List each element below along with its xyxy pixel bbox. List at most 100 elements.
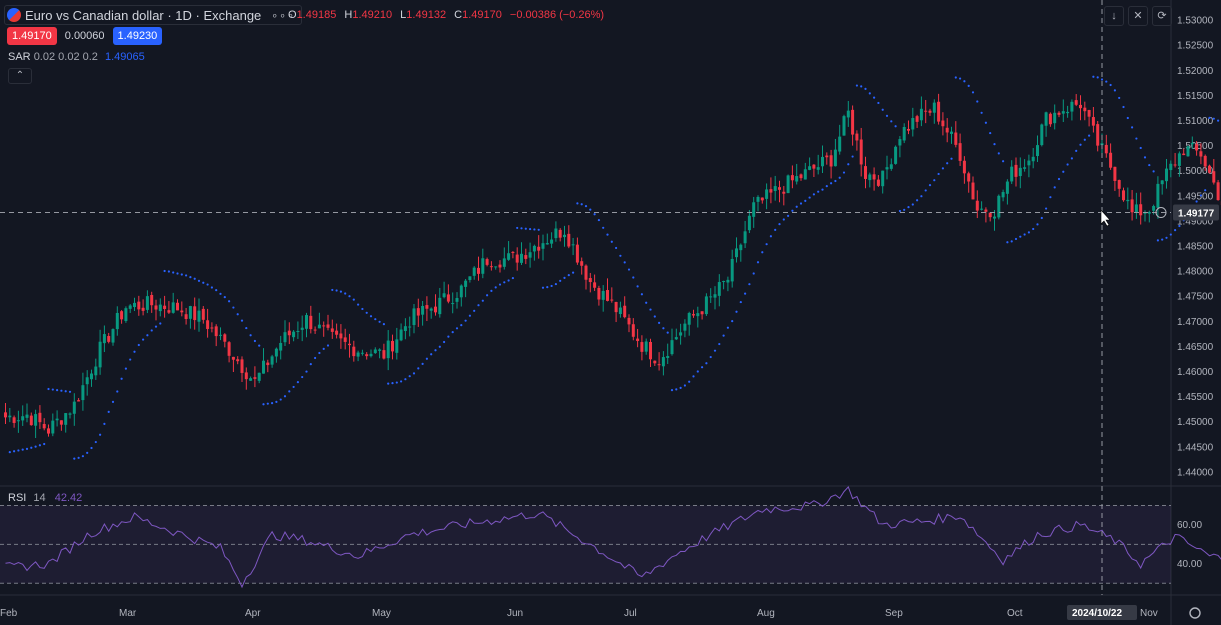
sar-dot xyxy=(701,366,704,369)
sar-dot xyxy=(946,162,949,165)
sar-dot xyxy=(1002,160,1005,163)
sar-dot xyxy=(576,202,579,205)
sar-dot xyxy=(791,209,794,212)
candle xyxy=(1212,171,1216,183)
candle xyxy=(1027,160,1031,166)
sar-dot xyxy=(240,319,244,322)
candle xyxy=(502,258,506,267)
candle xyxy=(253,377,257,379)
candle xyxy=(403,326,407,332)
candle xyxy=(438,297,442,315)
candle xyxy=(1165,168,1168,182)
time-tick-label: Jul xyxy=(624,608,637,619)
candle xyxy=(1173,164,1177,166)
sar-dot xyxy=(976,100,979,103)
candle xyxy=(107,336,111,342)
candles-group xyxy=(4,93,1221,438)
time-tick-label: Mar xyxy=(119,608,137,619)
move-down-icon[interactable]: ↓ xyxy=(1104,6,1124,26)
candle xyxy=(249,378,253,381)
sar-dot xyxy=(645,301,648,304)
sar-dot xyxy=(615,246,618,250)
sar-dot xyxy=(670,388,674,392)
sar-dot xyxy=(103,422,106,425)
sar-dot xyxy=(1023,233,1026,236)
sell-button[interactable]: 1.49170 xyxy=(7,27,57,45)
sar-dot xyxy=(124,367,127,370)
sar-dot xyxy=(593,213,596,216)
sar-dot xyxy=(185,274,188,277)
candle xyxy=(765,189,769,199)
candle xyxy=(494,266,498,268)
candle xyxy=(287,330,291,336)
candle xyxy=(395,339,399,353)
candle xyxy=(180,310,184,313)
candle xyxy=(739,244,743,251)
candle xyxy=(442,293,446,298)
candle xyxy=(1117,180,1121,189)
sar-dot xyxy=(898,209,902,213)
sar-dot xyxy=(253,339,256,343)
sar-dot xyxy=(335,289,338,292)
sar-dot xyxy=(584,205,588,208)
candle xyxy=(25,414,29,418)
candle xyxy=(16,420,20,422)
candle xyxy=(498,264,502,268)
rsi-legend[interactable]: RSI 14 42.42 xyxy=(8,492,82,504)
candle xyxy=(339,333,343,339)
candle xyxy=(408,326,412,328)
candle xyxy=(1195,144,1199,151)
time-tick-label: May xyxy=(372,608,391,619)
sar-dot xyxy=(13,450,16,453)
candle xyxy=(1001,192,1005,198)
sar-dot xyxy=(705,362,708,365)
candle xyxy=(184,314,188,319)
candle xyxy=(1216,182,1220,201)
candle xyxy=(971,182,975,200)
sar-dot xyxy=(236,313,239,316)
collapse-legend-button[interactable]: ⌃ xyxy=(8,68,32,84)
high-value: 1.49210 xyxy=(352,9,393,21)
candle xyxy=(679,332,683,336)
collapse-pane-icon[interactable]: ✕ xyxy=(1128,6,1148,26)
sar-dot xyxy=(924,189,927,192)
candle xyxy=(769,189,773,193)
sar-dot xyxy=(920,195,923,198)
candle xyxy=(558,229,562,238)
candle xyxy=(446,294,450,302)
sar-dot xyxy=(477,304,480,307)
symbol-title-box[interactable]: Euro vs Canadian dollar · 1D · Exchange … xyxy=(4,5,302,25)
sar-dot xyxy=(305,370,308,373)
more-options-icon[interactable]: ∘∘∘ xyxy=(271,9,295,22)
price-tick-label: 1.52500 xyxy=(1177,41,1214,52)
sar-dot xyxy=(99,433,102,436)
sar-dot xyxy=(817,190,820,193)
buy-button[interactable]: 1.49230 xyxy=(112,27,163,45)
candle xyxy=(747,215,751,231)
candle xyxy=(821,156,824,167)
candle xyxy=(55,418,59,421)
sar-dot xyxy=(391,381,394,385)
candle xyxy=(489,266,493,268)
candle xyxy=(851,109,855,135)
candle xyxy=(631,324,635,337)
sar-dot xyxy=(683,384,687,387)
sar-dot xyxy=(726,326,730,329)
sar-dot xyxy=(885,114,889,117)
sar-dot xyxy=(619,254,622,257)
candle xyxy=(846,110,850,118)
candle xyxy=(244,372,248,380)
sar-dot xyxy=(541,286,545,289)
pane-controls: ↓ ✕ ⟳ xyxy=(1104,6,1172,26)
candle xyxy=(59,420,63,425)
candle xyxy=(421,305,425,315)
sar-dot xyxy=(903,208,906,211)
sar-legend[interactable]: SAR 0.02 0.02 0.2 1.49065 xyxy=(8,51,145,63)
sar-dot xyxy=(258,344,261,347)
candle xyxy=(64,413,68,425)
candle xyxy=(657,364,661,366)
candle xyxy=(266,362,270,366)
candle xyxy=(326,324,330,328)
candle xyxy=(330,328,334,332)
